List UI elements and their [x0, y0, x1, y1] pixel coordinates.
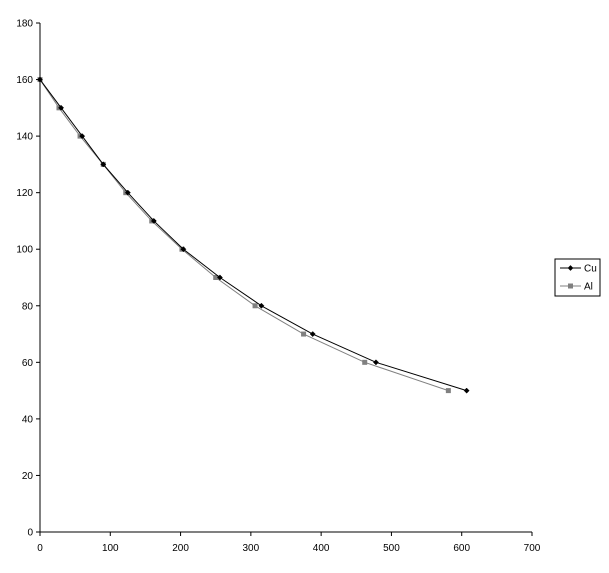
data-point-cu [463, 387, 470, 394]
series-al [37, 77, 451, 394]
y-tick-label: 60 [22, 358, 34, 369]
data-point-al [252, 303, 258, 309]
x-tick-label: 500 [383, 543, 400, 554]
y-tick-label: 0 [27, 528, 33, 539]
y-tick-label: 80 [22, 301, 34, 312]
y-tick-label: 180 [16, 19, 33, 30]
series-cu [37, 76, 470, 394]
legend: Cu Al [554, 258, 601, 297]
x-tick-label: 300 [243, 543, 260, 554]
y-tick-label: 120 [16, 188, 33, 199]
y-tick-label: 20 [22, 471, 34, 482]
x-tick-label: 0 [37, 543, 43, 554]
legend-items: Cu Al [560, 264, 597, 293]
data-point-cu [309, 331, 316, 338]
series-layer [37, 76, 470, 394]
series-line-cu [39, 79, 467, 392]
series-line-al [39, 79, 449, 392]
data-point-al [213, 275, 219, 280]
legend-marker-al [568, 283, 573, 289]
data-point-cu [258, 302, 265, 309]
y-tick-label: 140 [16, 132, 33, 143]
data-point-al [445, 388, 451, 394]
data-point-cu [37, 76, 43, 83]
y-tick-label: 40 [22, 414, 34, 425]
x-tick-label: 100 [102, 543, 119, 554]
data-point-cu [216, 274, 223, 281]
legend-box [554, 258, 601, 297]
data-point-cu [150, 217, 157, 224]
data-point-cu [79, 133, 86, 140]
x-tick-label: 700 [524, 543, 541, 554]
x-tick-label: 200 [172, 543, 189, 554]
x-tick-group: 0 100 200 300 400 500 600 700 [37, 532, 541, 554]
legend-item-al: Al [560, 282, 593, 293]
axes: 0 20 40 60 80 100 120 140 160 180 0 100 200 300 400 50… [16, 19, 540, 555]
legend-label-al: Al [584, 282, 593, 293]
x-tick-label: 400 [313, 543, 330, 554]
legend-marker-cu [567, 265, 574, 271]
data-point-al [362, 359, 368, 365]
legend-label-cu: Cu [584, 264, 597, 275]
y-tick-group: 0 20 40 60 80 100 120 140 160 180 [16, 19, 40, 539]
data-point-cu [373, 359, 379, 366]
data-point-cu [124, 189, 131, 196]
data-point-cu [100, 161, 107, 168]
data-point-al [301, 331, 307, 337]
data-point-cu [58, 104, 65, 111]
data-point-cu [180, 246, 187, 253]
y-tick-label: 160 [16, 75, 33, 86]
x-tick-label: 600 [453, 543, 470, 554]
y-tick-label: 100 [16, 245, 33, 256]
legend-item-cu: Cu [560, 264, 597, 275]
